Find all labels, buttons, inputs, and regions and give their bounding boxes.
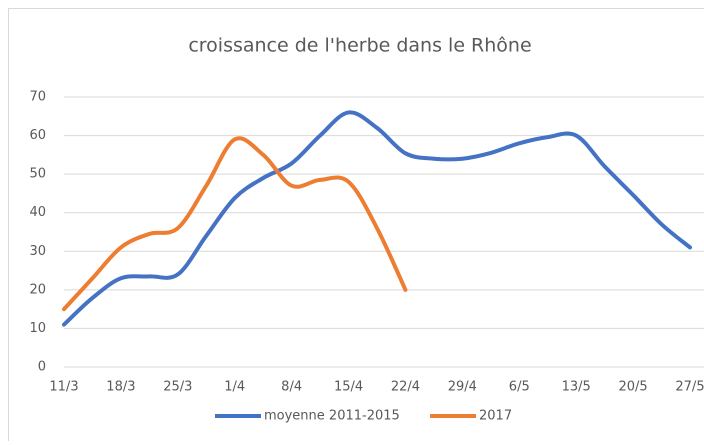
y-tick-label: 0 <box>38 360 46 375</box>
y-tick-label: 10 <box>29 321 46 336</box>
y-tick-label: 50 <box>29 167 46 182</box>
chart: croissance de l'herbe dans le Rhône 0 10 2… <box>0 0 704 441</box>
legend-label: 2017 <box>479 409 512 424</box>
legend-label: moyenne 2011-2015 <box>264 409 400 424</box>
y-tick-label: 60 <box>29 128 46 143</box>
x-tick-label: 6/5 <box>509 380 530 395</box>
y-tick-label: 20 <box>29 282 46 297</box>
line-series <box>64 112 690 324</box>
y-tick-label: 40 <box>29 205 46 220</box>
line-series <box>64 138 405 309</box>
x-tick-label: 15/4 <box>334 380 363 395</box>
x-tick-label: 13/5 <box>562 380 591 395</box>
y-tick-label: 30 <box>29 244 46 259</box>
chart-border <box>9 9 704 442</box>
x-tick-label: 20/5 <box>618 380 647 395</box>
x-tick-label: 8/4 <box>281 380 302 395</box>
x-tick-label: 11/3 <box>49 380 78 395</box>
x-tick-label: 1/4 <box>224 380 245 395</box>
x-tick-label: 27/5 <box>675 380 704 395</box>
x-tick-label: 22/4 <box>391 380 420 395</box>
y-tick-label: 70 <box>29 90 46 105</box>
x-tick-label: 29/4 <box>448 380 477 395</box>
chart-title: croissance de l'herbe dans le Rhône <box>188 35 531 57</box>
x-tick-label: 25/3 <box>163 380 192 395</box>
x-tick-label: 18/3 <box>106 380 135 395</box>
